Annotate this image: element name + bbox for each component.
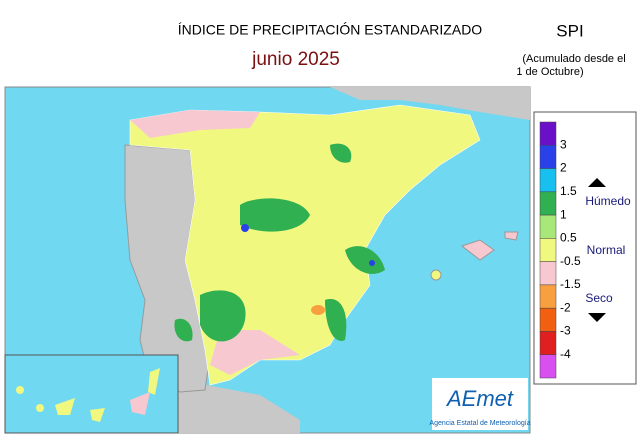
legend-swatch bbox=[539, 214, 557, 239]
legend-tick-label: -3 bbox=[560, 324, 571, 338]
index-name: SPI bbox=[556, 21, 583, 40]
canary bbox=[36, 404, 44, 412]
legend-tick-label: -4 bbox=[560, 347, 571, 361]
logo-box bbox=[432, 378, 528, 430]
legend-swatch bbox=[539, 238, 557, 262]
wet-label: Húmedo bbox=[585, 194, 631, 208]
region-very-dry bbox=[311, 305, 325, 315]
canary bbox=[90, 408, 105, 422]
legend-swatch bbox=[539, 121, 557, 146]
region-wet bbox=[174, 318, 193, 342]
dry-label: Seco bbox=[585, 291, 613, 305]
region-dry bbox=[130, 110, 260, 138]
legend-swatch bbox=[539, 145, 557, 169]
region-wet bbox=[325, 299, 347, 341]
legend-tick-label: 1 bbox=[560, 207, 567, 221]
africa bbox=[170, 380, 300, 433]
region-wet bbox=[345, 246, 385, 274]
canary bbox=[55, 398, 75, 415]
region-very-wet bbox=[369, 260, 375, 266]
up-arrow bbox=[588, 178, 606, 187]
legend-tick-label: 1.5 bbox=[560, 184, 577, 198]
title: ÍNDICE DE PRECIPITACIÓN ESTANDARIZADO bbox=[178, 22, 483, 38]
legend-tick-label: -1.5 bbox=[560, 277, 581, 291]
legend-swatch bbox=[539, 307, 557, 332]
france bbox=[330, 87, 530, 120]
subtitle: junio 2025 bbox=[251, 49, 340, 70]
note: 1 de Octubre) bbox=[516, 66, 583, 78]
balearic bbox=[430, 269, 442, 281]
canary bbox=[148, 368, 160, 395]
region-wet bbox=[330, 143, 352, 163]
canary-inset bbox=[4, 354, 179, 434]
legend-swatch bbox=[539, 261, 557, 286]
logo-subtitle: Agencia Estatal de Meteorología bbox=[429, 420, 530, 427]
balearic bbox=[504, 231, 519, 241]
canary bbox=[16, 386, 24, 394]
legend-tick-label: -0.5 bbox=[560, 254, 581, 268]
canary bbox=[130, 392, 150, 415]
legend-tick-label: -2 bbox=[560, 300, 571, 314]
down-arrow bbox=[588, 313, 606, 322]
map: AEmet Agencia Estatal de Meteorología bbox=[4, 86, 531, 434]
legend-tick-label: 0.5 bbox=[560, 231, 577, 245]
region-wet bbox=[200, 290, 246, 342]
legend-tick-label: 2 bbox=[560, 161, 567, 175]
legend: 3 2 1.5 1 0.5 -0.5 -1.5 -2 -3 -4 bbox=[539, 121, 581, 379]
legend-swatch bbox=[539, 354, 557, 379]
note: (Acumulado desde el bbox=[522, 53, 625, 65]
legend-swatch bbox=[539, 168, 557, 193]
region-wet bbox=[240, 198, 310, 232]
region-dry bbox=[210, 330, 300, 375]
balearic bbox=[460, 239, 495, 261]
legend-swatch bbox=[539, 331, 557, 355]
legend-swatch bbox=[539, 191, 557, 216]
legend-swatch bbox=[539, 284, 557, 309]
logo: AEmet bbox=[445, 386, 514, 411]
legend-tick-label: 3 bbox=[560, 137, 567, 151]
region-very-wet bbox=[241, 224, 249, 232]
normal-label: Normal bbox=[587, 243, 626, 257]
